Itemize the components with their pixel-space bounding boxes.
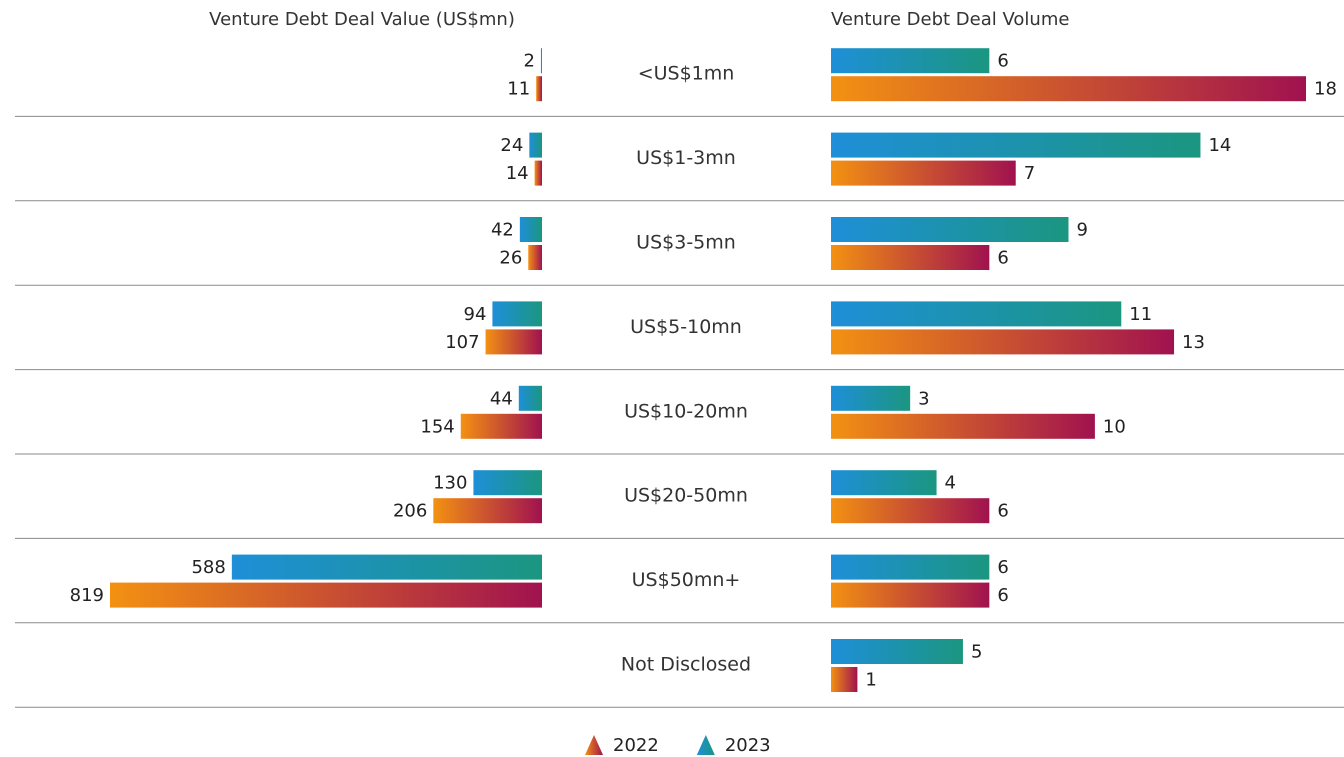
legend-swatch (696, 735, 715, 755)
value-label: 130 (433, 473, 467, 494)
value-label: 14 (506, 163, 529, 184)
value-label: 18 (1314, 79, 1337, 100)
bar (540, 48, 542, 74)
bar (534, 160, 542, 186)
category-label: US$50mn+ (632, 569, 741, 591)
value-label: 2 (523, 51, 534, 72)
value-label: 44 (490, 388, 513, 409)
legend-label: 2022 (613, 735, 659, 756)
bar (831, 385, 911, 411)
value-label: 9 (1077, 220, 1088, 241)
bar (831, 132, 1201, 158)
value-label: 819 (70, 585, 104, 606)
value-label: 6 (997, 557, 1008, 578)
value-label: 1 (865, 670, 876, 691)
value-label: 6 (997, 51, 1008, 72)
value-label: 7 (1024, 163, 1035, 184)
category-label: US$1-3mn (636, 147, 736, 169)
bar (529, 132, 542, 158)
value-label: 14 (1208, 135, 1231, 156)
bar (473, 470, 542, 496)
bar (485, 329, 542, 355)
category-label: US$10-20mn (624, 400, 748, 422)
bar (492, 301, 542, 327)
category-label: US$3-5mn (636, 232, 736, 254)
value-label: 11 (507, 79, 530, 100)
value-label: 6 (997, 501, 1008, 522)
bar (831, 245, 990, 270)
bar (831, 160, 1016, 186)
value-label: 13 (1182, 332, 1205, 353)
left-title: Venture Debt Deal Value (US$mn) (209, 9, 515, 30)
value-label: 154 (420, 416, 454, 437)
bar (831, 329, 1175, 355)
bar (231, 554, 542, 580)
bar (831, 582, 990, 608)
value-label: 26 (499, 248, 522, 269)
category-label: Not Disclosed (621, 654, 751, 676)
category-label: US$5-10mn (630, 316, 742, 338)
legend-swatch (585, 735, 603, 755)
value-label: 24 (500, 135, 523, 156)
bar (831, 217, 1069, 242)
bar (519, 217, 542, 242)
value-label: 588 (191, 557, 225, 578)
category-label: US$20-50mn (624, 485, 748, 507)
bar (831, 76, 1306, 102)
bar (831, 301, 1122, 327)
bar (831, 48, 990, 74)
category-label: <US$1mn (638, 63, 735, 85)
value-label: 107 (445, 332, 479, 353)
bar (528, 245, 542, 270)
bar (831, 470, 937, 496)
bar (831, 498, 990, 524)
value-label: 6 (997, 248, 1008, 269)
bar (831, 413, 1095, 439)
bar (536, 76, 542, 102)
value-label: 3 (918, 388, 929, 409)
bar (460, 413, 542, 439)
right-title: Venture Debt Deal Volume (831, 9, 1069, 30)
value-label: 6 (997, 585, 1008, 606)
bar (831, 639, 963, 664)
bar (831, 554, 990, 580)
value-label: 4 (945, 473, 956, 494)
value-label: 5 (971, 642, 982, 663)
value-label: 42 (491, 220, 514, 241)
value-label: 206 (393, 501, 427, 522)
value-label: 11 (1129, 304, 1152, 325)
legend-label: 2023 (725, 735, 771, 756)
bar (831, 667, 858, 692)
bar (433, 498, 542, 524)
bar (518, 385, 542, 411)
value-label: 10 (1103, 416, 1126, 437)
bar (110, 582, 542, 608)
value-label: 94 (464, 304, 487, 325)
